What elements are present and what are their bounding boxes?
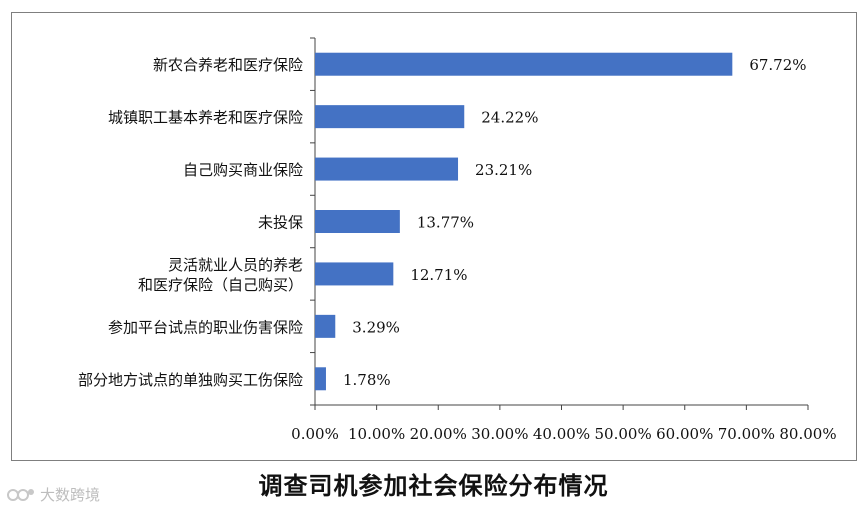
bar [315, 52, 733, 76]
bar [315, 210, 400, 233]
data-label: 13.77% [417, 214, 474, 232]
bar [315, 262, 394, 286]
x-tick-label: 70.00% [718, 425, 775, 443]
bar [315, 105, 465, 129]
category-label: 新农合养老和医疗保险 [153, 56, 303, 74]
watermark: 大数跨境 [6, 484, 100, 505]
category-label: 灵活就业人员的养老 [168, 256, 303, 274]
watermark-logo-icon [7, 488, 34, 501]
category-label: 部分地方试点的单独购买工伤保险 [78, 371, 303, 389]
category-label: 自己购买商业保险 [183, 161, 303, 179]
data-label: 67.72% [749, 56, 806, 74]
data-label: 23.21% [475, 161, 532, 179]
x-tick-label: 60.00% [656, 425, 713, 443]
category-label: 参加平台试点的职业伤害保险 [108, 318, 303, 336]
data-label: 24.22% [481, 109, 538, 127]
data-label: 12.71% [410, 266, 467, 284]
category-label: 城镇职工基本养老和医疗保险 [108, 109, 303, 127]
category-label: 和医疗保险（自己购买） [138, 276, 303, 294]
x-tick-label: 20.00% [410, 425, 467, 443]
data-label: 1.78% [343, 371, 391, 389]
chart-frame [11, 12, 857, 461]
x-tick-label: 80.00% [779, 425, 836, 443]
data-label: 3.29% [352, 318, 400, 336]
x-tick-label: 40.00% [533, 425, 590, 443]
x-tick-label: 50.00% [595, 425, 652, 443]
bar [315, 367, 326, 391]
bar [315, 314, 336, 338]
category-label: 未投保 [258, 214, 303, 232]
watermark-text: 大数跨境 [40, 486, 101, 504]
x-tick-label: 0.00% [291, 425, 339, 443]
x-tick-label: 10.00% [348, 425, 405, 443]
x-tick-label: 30.00% [471, 425, 528, 443]
chart-caption: 调查司机参加社会保险分布情况 [258, 472, 609, 500]
bar [315, 157, 459, 181]
